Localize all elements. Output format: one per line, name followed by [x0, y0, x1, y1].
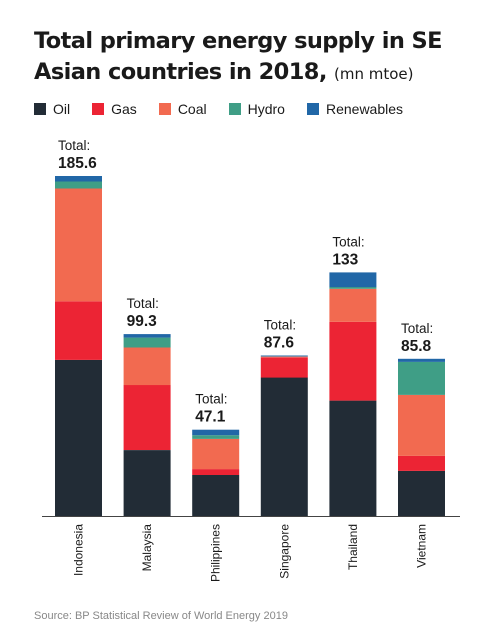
bar-segment-singapore-oil: [260, 377, 308, 516]
total-value-singapore: 87.6: [264, 335, 295, 352]
bar-segment-indonesia-oil: [55, 359, 102, 516]
category-label-malaysia: Malaysia: [140, 524, 154, 572]
legend-swatch-gas: [92, 103, 105, 115]
legend-swatch-renewables: [306, 103, 319, 115]
legend-item-renewables: Renewables: [306, 101, 404, 117]
bar-segment-malaysia-renewables: [123, 334, 171, 338]
total-label-thailand: Total:: [332, 234, 364, 249]
total-value-malaysia: 99.3: [127, 313, 158, 330]
bar-segment-philippines-renewables: [192, 429, 240, 436]
bar-segment-malaysia-gas: [123, 385, 171, 450]
bar-segment-philippines-coal: [192, 438, 240, 470]
category-label-philippines: Philippines: [209, 524, 223, 582]
bar-segment-vietnam-renewables: [398, 358, 445, 362]
legend-swatch-oil: [34, 103, 46, 115]
chart-title-main: Total primary energy supply in SE Asian …: [34, 28, 442, 85]
legend-label-renewables: Renewables: [325, 101, 404, 117]
bar-segment-indonesia-renewables: [55, 176, 102, 182]
legend-label-coal: Coal: [177, 101, 207, 117]
legend-swatch-hydro: [228, 103, 241, 115]
total-label-indonesia: Total:: [58, 138, 90, 153]
legend-label-gas: Gas: [111, 101, 137, 117]
total-value-indonesia: 185.6: [58, 155, 97, 172]
category-label-vietnam: Vietnam: [415, 524, 429, 568]
bar-segment-thailand-gas: [329, 321, 377, 401]
total-label-vietnam: Total:: [401, 321, 433, 336]
bar-segment-indonesia-coal: [55, 188, 102, 302]
bar-segment-vietnam-hydro: [398, 361, 445, 395]
chart-title-unit: (mn mtoe): [334, 65, 414, 83]
source-note: Source: BP Statistical Review of World E…: [34, 610, 288, 622]
bar-segment-thailand-hydro: [329, 287, 377, 289]
legend-item-oil: Oil: [34, 101, 70, 117]
total-value-philippines: 47.1: [195, 409, 226, 426]
bar-segment-vietnam-coal: [398, 394, 445, 456]
bar-segment-singapore-gas: [260, 357, 308, 378]
bar-segment-philippines-oil: [192, 475, 240, 516]
bar-segment-vietnam-oil: [398, 470, 445, 516]
chart-legend: Oil Gas Coal Hydro Renewables: [34, 98, 474, 120]
total-label-malaysia: Total:: [127, 296, 159, 311]
bar-segment-malaysia-hydro: [123, 337, 171, 348]
bar-segment-philippines-hydro: [192, 435, 240, 439]
total-value-thailand: 133: [332, 251, 358, 268]
category-label-singapore: Singapore: [277, 524, 291, 579]
legend-item-gas: Gas: [92, 101, 137, 117]
bar-segment-indonesia-gas: [55, 301, 102, 360]
legend-item-hydro: Hydro: [228, 101, 285, 117]
total-label-singapore: Total:: [264, 318, 296, 333]
bar-segment-indonesia-hydro: [55, 181, 102, 189]
bar-segment-thailand-renewables: [329, 272, 377, 288]
legend-label-oil: Oil: [53, 101, 71, 117]
category-label-indonesia: Indonesia: [72, 524, 86, 576]
bar-segment-singapore-renewables: [260, 355, 308, 357]
legend-swatch-coal: [158, 103, 171, 115]
bar-segment-singapore-coal: [260, 356, 308, 358]
legend-item-coal: Coal: [158, 101, 207, 117]
total-value-vietnam: 85.8: [401, 338, 432, 355]
bar-segment-philippines-gas: [192, 469, 240, 475]
legend-label-hydro: Hydro: [247, 101, 285, 117]
bar-segment-malaysia-coal: [123, 347, 171, 386]
bar-segment-thailand-oil: [329, 400, 377, 516]
chart-title: Total primary energy supply in SE Asian …: [34, 26, 474, 90]
category-label-thailand: Thailand: [346, 524, 360, 570]
bar-segment-thailand-coal: [329, 288, 377, 322]
bar-segment-vietnam-gas: [398, 455, 445, 471]
bar-segment-malaysia-oil: [123, 450, 171, 516]
total-label-philippines: Total:: [195, 392, 227, 407]
